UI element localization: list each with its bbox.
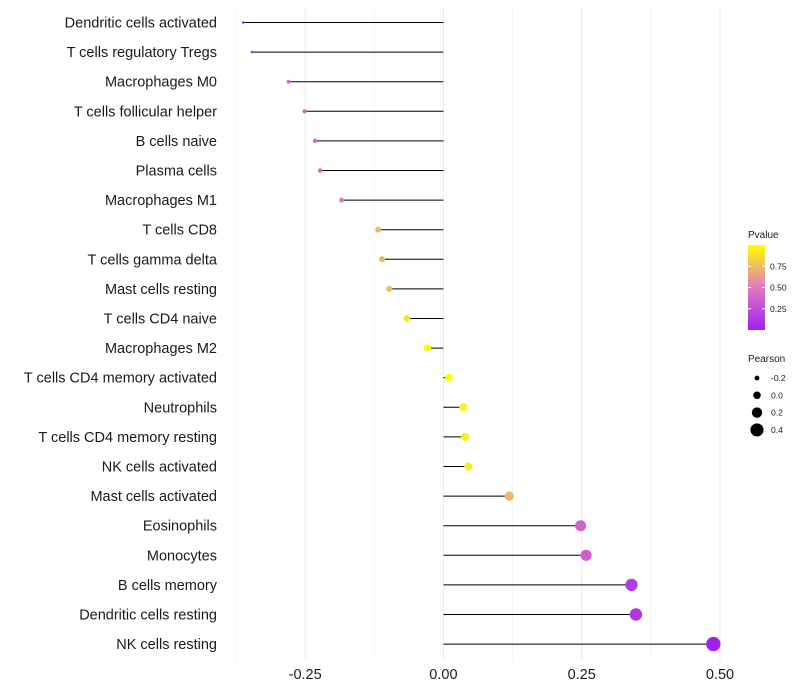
x-tick-label: -0.25 [289, 667, 322, 683]
category-label: B cells memory [118, 578, 218, 594]
category-label: Eosinophils [143, 519, 217, 535]
pearson-legend-label: -0.2 [771, 373, 786, 383]
data-point [464, 462, 473, 471]
grid-lines [235, 8, 721, 660]
category-label: Macrophages M1 [105, 193, 217, 209]
data-point [629, 608, 643, 621]
category-labels: Dendritic cells activated T cells regulat… [24, 16, 218, 654]
data-point [312, 138, 318, 144]
category-label: T cells CD4 memory resting [38, 430, 217, 446]
data-point [379, 256, 386, 263]
category-label: T cells regulatory Tregs [67, 45, 217, 61]
pearson-legend-key [751, 407, 763, 418]
x-tick-label: 0.25 [568, 667, 596, 683]
pearson-legend-label: 0.2 [771, 408, 783, 418]
data-point [241, 21, 245, 24]
lollipop-points [241, 21, 721, 652]
data-point [339, 197, 345, 203]
pearson-legend-label: 0.0 [771, 390, 783, 400]
category-label: T cells CD8 [142, 223, 217, 239]
category-label: Monocytes [147, 548, 217, 564]
data-point [302, 109, 307, 114]
pvalue-legend: Pvalue 0.25 0.50 0.75 [748, 230, 787, 330]
data-point [403, 315, 411, 322]
category-label: Dendritic cells activated [65, 16, 217, 32]
category-label: Dendritic cells resting [79, 608, 217, 624]
data-point [375, 226, 382, 233]
pvalue-legend-label: 0.50 [770, 283, 787, 293]
category-label: Macrophages M2 [105, 341, 217, 357]
data-point [423, 344, 431, 352]
category-label: Plasma cells [136, 164, 217, 180]
data-point [386, 285, 393, 292]
pearson-legend-label: 0.4 [771, 425, 783, 435]
category-label: Neutrophils [144, 400, 217, 416]
pvalue-colorbar [748, 245, 765, 330]
pearson-legend-key [750, 423, 764, 437]
category-label: T cells CD4 memory activated [24, 371, 217, 387]
data-point [459, 403, 468, 412]
category-label: T cells follicular helper [74, 104, 217, 120]
pvalue-legend-title: Pvalue [748, 230, 779, 241]
category-label: B cells naive [136, 134, 217, 150]
category-label: NK cells resting [116, 637, 217, 653]
lollipop-stems [243, 22, 714, 645]
category-label: Macrophages M0 [105, 75, 217, 91]
data-point [250, 50, 254, 54]
pearson-legend-key [753, 391, 761, 400]
data-point [706, 636, 721, 652]
category-label: T cells gamma delta [88, 252, 218, 268]
pearson-legend: Pearson -0.2 0.0 0.2 0.4 [748, 354, 786, 437]
data-point [460, 432, 470, 441]
data-point [625, 578, 638, 592]
category-label: Mast cells activated [90, 489, 217, 505]
data-point [286, 79, 291, 84]
pearson-legend-title: Pearson [748, 354, 785, 365]
x-tick-label: 0.00 [429, 667, 457, 683]
pvalue-legend-label: 0.25 [770, 304, 787, 314]
category-label: NK cells activated [102, 460, 217, 476]
pvalue-legend-label: 0.75 [770, 261, 787, 271]
category-label: Mast cells resting [105, 282, 217, 298]
category-label: T cells CD4 naive [104, 312, 217, 328]
x-tick-label: 0.50 [706, 667, 734, 683]
x-axis-tick-labels: -0.25 0.00 0.25 0.50 [289, 667, 735, 683]
data-point [317, 168, 323, 173]
data-point [580, 549, 592, 561]
data-point [575, 520, 587, 532]
pearson-legend-key [754, 375, 760, 381]
data-point [445, 373, 453, 382]
data-point [504, 491, 514, 501]
